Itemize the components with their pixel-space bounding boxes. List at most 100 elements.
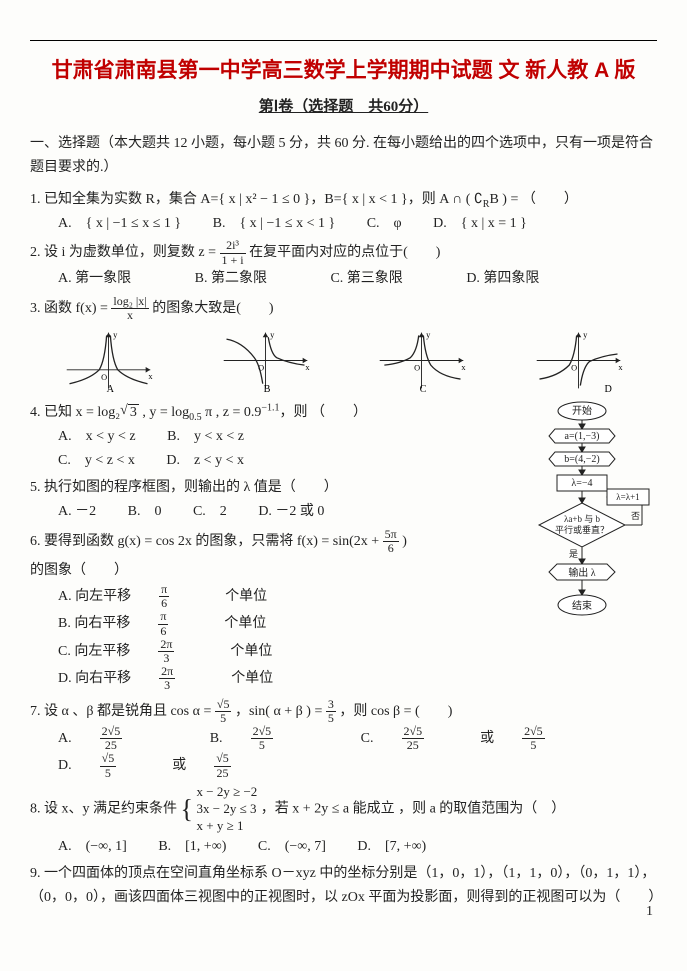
q7-stem-a: 7. 设 α 、β 都是锐角且 cos α = [30,704,215,719]
question-8: 8. 设 x、y 满足约束条件 { x − 2y ≥ −2 3x − 2y ≤ … [30,784,657,858]
sqrt-icon: √ [120,403,128,418]
q1-stem-a: 1. 已知全集为实数 R，集合 A= [30,192,218,207]
q3-graph-b: Ox y B [218,328,313,393]
q2-stem-b: 在复平面内对应的点位于( ) [249,245,440,260]
q1-opt-b: B. { x | −1 ≤ x < 1 } [213,212,336,236]
q4-opt-b: B. y < x < z [167,425,244,449]
q5-opt-a: A. －2 [58,500,96,524]
svg-text:开始: 开始 [572,404,592,417]
q2-options: A. 第一象限 B. 第二象限 C. 第三象限 D. 第四象限 [30,267,657,291]
q6-opt-b: B. 向右平移 π6 个单位 [58,610,294,637]
q1-stem-c: ，则 A ∩ ( ∁ [408,192,483,207]
svg-text:x: x [462,363,467,372]
svg-text:O: O [258,364,264,373]
svg-text:x: x [305,363,310,372]
q7-options: A. 2√525 B. 2√55 C. 2√525 或 2√55 D. √55 … [30,725,657,780]
page-number: 1 [646,900,653,924]
q4-opt-a: A. x < y < z [58,425,136,449]
q3-graphs: Oxy A Ox y B Ox y C Oxy D [30,328,657,393]
svg-text:D: D [605,384,612,393]
flowchart: 开始 a=(1,−3) b=(4,−2) λ=−4 λa+b 与 b 平行或垂直… [507,399,657,688]
q5-opt-c: C. 2 [193,500,227,524]
q7-stem-c: ，则 cos β = ( ) [339,704,452,719]
svg-text:否: 否 [631,511,640,521]
q6-frac: 5π6 [383,528,399,555]
q2-num: 2i³ [220,239,246,253]
q3-stem-b: 的图象大致是( ) [152,300,273,315]
svg-text:C: C [420,384,427,393]
q7-stem-b: ，sin( α + β ) = [235,704,326,719]
q3-graph-d: Oxy D [531,328,626,393]
svg-text:是: 是 [569,549,578,559]
q7-opt-b: B. 2√55 [210,725,329,752]
svg-text:λ=λ+1: λ=λ+1 [616,492,639,502]
q3-num: log₂ |x| [111,295,148,309]
question-7: 7. 设 α 、β 都是锐角且 cos α = √55 ，sin( α + β … [30,698,657,780]
question-9: 9. 一个四面体的顶点在空间直角坐标系 O－xyz 中的坐标分别是（1，0，1）… [30,862,657,910]
top-rule [30,40,657,41]
q2-den: 1 + i [220,254,246,267]
svg-text:O: O [571,364,577,373]
q1-opt-a: A. { x | −1 ≤ x ≤ 1 } [58,212,181,236]
q1-stem-b: ，B= [310,192,341,207]
q6-num: 5π [383,528,399,542]
q3-graph-a: Oxy A [61,328,156,393]
q4-stem-c: π , z = 0.9 [202,405,262,420]
q2-opt-b: B. 第二象限 [195,267,267,291]
q8-stem-b: ，若 x + 2y ≤ a 能成立 ，则 a 的取值范围为（ ） [261,801,566,816]
q1-opt-d: D. { x | x = 1 } [433,212,527,236]
q1-set-b: { x | x < 1 } [342,192,408,207]
svg-text:a=(1,−3): a=(1,−3) [565,431,600,442]
q1-stem-d: B ) = （ ） [489,192,577,207]
question-2: 2. 设 i 为虚数单位，则复数 z = 2i³1 + i 在复平面内对应的点位… [30,239,657,290]
q6-opt-c: C. 向左平移 2π3 个单位 [58,638,300,665]
q2-opt-c: C. 第三象限 [330,267,402,291]
q8-stem-a: 8. 设 x、y 满足约束条件 [30,801,181,816]
q6-den: 6 [383,542,399,555]
q4-stem-b: , y = log [139,405,189,420]
q6-opt-d: D. 向右平移 2π3 个单位 [58,665,301,692]
q3-frac: log₂ |x|x [111,295,148,322]
svg-text:O: O [414,364,420,373]
q6-stem-a: 6. 要得到函数 g(x) = cos 2x 的图象，只需将 f(x) = si… [30,534,383,549]
q4-opt-d: D. z < y < x [166,449,244,473]
q4-sqrt3: 3 [128,404,139,420]
svg-text:A: A [107,384,115,393]
svg-text:y: y [583,330,588,339]
svg-text:λ=−4: λ=−4 [571,478,592,489]
svg-text:结束: 结束 [572,599,592,612]
svg-text:b=(4,−2): b=(4,−2) [564,454,599,465]
q8-options: A. (−∞, 1] B. [1, +∞) C. (−∞, 7] D. [7, … [30,835,657,859]
q8-opt-b: B. [1, +∞) [158,835,226,859]
q7-opt-d: D. √55 或 √525 [58,752,287,779]
brace-icon: { [181,794,193,823]
q8-system: x − 2y ≥ −2 3x − 2y ≤ 3 x + y ≥ 1 [196,784,257,835]
q7-opt-a: A. 2√525 [58,725,178,752]
svg-text:输出 λ: 输出 λ [568,566,596,579]
q4-stem-a: 4. 已知 x = log₂ [30,405,120,420]
svg-text:B: B [263,384,270,393]
q8-opt-c: C. (−∞, 7] [258,835,326,859]
svg-text:平行或垂直？: 平行或垂直？ [555,524,609,535]
q1-options: A. { x | −1 ≤ x ≤ 1 } B. { x | −1 ≤ x < … [30,212,657,236]
q3-graph-c: Ox y C [374,328,469,393]
q2-opt-a: A. 第一象限 [58,267,131,291]
q5-opt-b: B. 0 [128,500,162,524]
q5-opt-d: D. －2 或 0 [258,500,324,524]
q4-opt-c: C. y < z < x [58,449,135,473]
q7-opt-c: C. 2√525 或 2√55 [361,725,601,752]
svg-text:y: y [270,330,275,339]
q1-set-a: { x | x² − 1 ≤ 0 } [218,192,310,207]
q4-stem-d: ，则 （ ） [279,405,367,420]
q8-opt-a: A. (−∞, 1] [58,835,127,859]
q2-opt-d: D. 第四象限 [466,267,539,291]
q4-sub: 0.5 [189,412,202,423]
svg-text:O: O [101,373,107,382]
section-intro: 一、选择题（本大题共 12 小题，每小题 5 分，共 60 分. 在每小题给出的… [30,132,657,180]
svg-text:y: y [427,330,432,339]
q6-opt-a: A. 向左平移 π6 个单位 [58,583,295,610]
q2-stem-a: 2. 设 i 为虚数单位，则复数 z = [30,245,220,260]
q2-frac: 2i³1 + i [220,239,246,266]
svg-text:λa+b 与 b: λa+b 与 b [564,514,600,524]
question-1: 1. 已知全集为实数 R，集合 A={ x | x² − 1 ≤ 0 }，B={… [30,188,657,236]
